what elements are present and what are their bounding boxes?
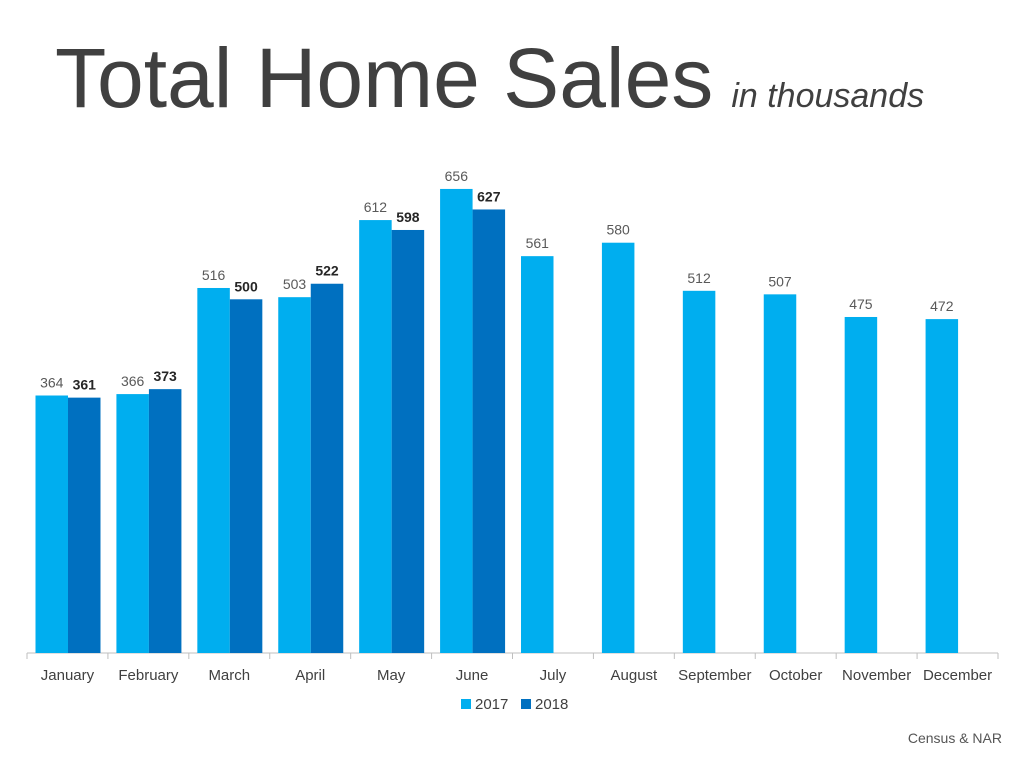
bar-2017-october: [763, 294, 797, 653]
bar-2017-may: [359, 220, 392, 653]
data-label-2017-january: 364: [40, 375, 64, 391]
x-tick-label-february: February: [118, 667, 179, 684]
legend-label-2017: 2017: [475, 696, 508, 713]
data-label-2017-july: 561: [526, 235, 550, 251]
x-tick-label-june: June: [456, 667, 489, 684]
data-label-2018-february: 373: [153, 368, 177, 384]
data-label-2017-may: 612: [364, 199, 388, 215]
bar-2018-february: [148, 389, 182, 653]
bar-2017-june: [440, 188, 473, 653]
data-label-2017-november: 475: [849, 296, 873, 312]
bar-2017-december: [925, 319, 959, 653]
data-label-2017-february: 366: [121, 373, 145, 389]
x-tick-label-march: March: [208, 667, 250, 684]
data-label-2017-august: 580: [606, 222, 630, 238]
data-label-2017-october: 507: [768, 273, 792, 289]
data-label-2018-march: 500: [234, 278, 258, 294]
bar-2018-march: [229, 299, 263, 653]
data-label-2017-march: 516: [202, 267, 226, 283]
x-tick-label-september: September: [678, 667, 751, 684]
chart-subtitle: in thousands: [731, 77, 925, 115]
bar-2017-september: [682, 290, 716, 653]
legend-swatch-2018: [521, 699, 531, 709]
data-label-2017-december: 472: [930, 298, 954, 314]
x-tick-label-july: July: [540, 667, 567, 684]
legend-swatch-2017: [461, 699, 471, 709]
source-note: Census & NAR: [907, 730, 1002, 746]
bar-2017-february: [116, 394, 149, 653]
x-tick-label-november: November: [842, 667, 911, 684]
data-label-2017-april: 503: [283, 276, 307, 292]
chart-title: Total Home Sales: [55, 31, 714, 125]
bar-2017-january: [35, 395, 68, 653]
data-label-2017-september: 512: [687, 270, 711, 286]
bar-2018-april: [310, 283, 344, 653]
x-tick-label-january: January: [41, 667, 95, 684]
bar-2017-march: [197, 287, 230, 653]
data-label-2018-june: 627: [477, 188, 501, 204]
bar-2017-november: [844, 316, 878, 653]
bar-2017-august: [601, 242, 635, 653]
x-tick-label-december: December: [923, 667, 992, 684]
data-label-2017-june: 656: [445, 168, 469, 184]
bar-2018-january: [68, 397, 101, 653]
data-label-2018-january: 361: [73, 377, 97, 393]
bar-2018-may: [391, 229, 425, 653]
x-tick-label-october: October: [769, 667, 822, 684]
legend-label-2018: 2018: [535, 696, 568, 713]
bar-2017-july: [521, 256, 554, 653]
bar-2017-april: [278, 297, 311, 653]
title-block: Total Home Sales in thousands: [55, 30, 924, 127]
x-tick-label-april: April: [295, 667, 325, 684]
data-label-2018-may: 598: [396, 209, 420, 225]
bar-2018-june: [472, 209, 506, 653]
x-tick-label-may: May: [377, 667, 406, 684]
x-tick-label-august: August: [611, 667, 659, 684]
data-label-2018-april: 522: [315, 263, 339, 279]
